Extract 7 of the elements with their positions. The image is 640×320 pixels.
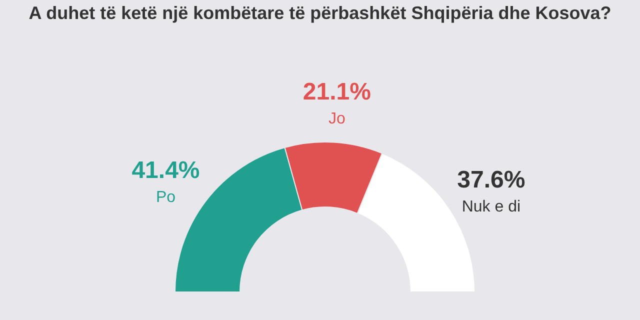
chart-title: A duhet të ketë një kombëtare të përbashkët Shqipëria dhe Kosova? — [28, 3, 612, 23]
data-label: 41.4% — [132, 157, 200, 184]
slice-label: Jo — [328, 110, 346, 128]
data-label: 37.6% — [457, 166, 526, 194]
slice-label: Nuk e di — [462, 198, 521, 216]
data-label: 21.1% — [302, 78, 371, 106]
slice-label: Po — [156, 189, 176, 206]
